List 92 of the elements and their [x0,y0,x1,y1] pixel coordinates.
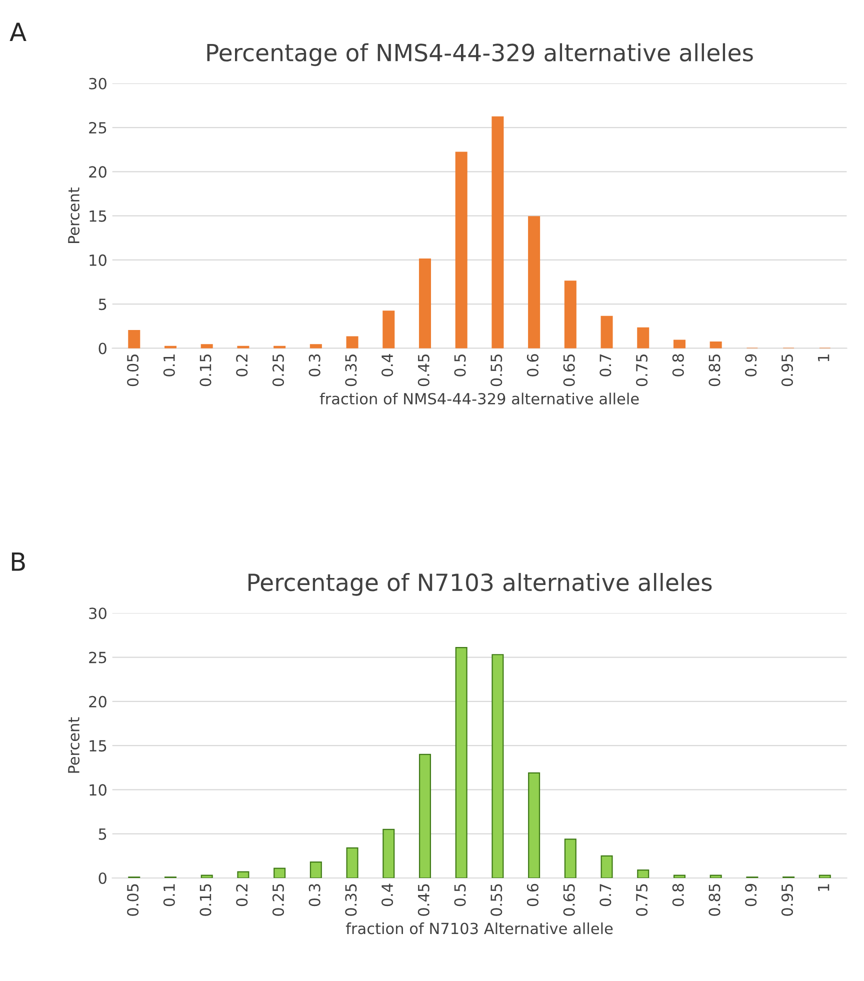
x-tick-label: 0.75 [636,884,648,916]
y-axis-title: Percent [68,717,80,773]
bar [710,342,722,348]
bar [128,330,140,348]
bar [637,869,650,878]
x-tick-label: 0.35 [345,354,357,386]
y-tick-label: 10 [90,254,106,266]
x-tick-label: 0.25 [272,354,284,386]
bar [346,847,358,878]
y-tick-label: 5 [98,298,106,310]
y-tick-label: 0 [98,872,106,884]
bar [492,654,504,878]
x-tick-label: 0.85 [708,354,720,386]
x-tick-label: 0.1 [163,354,175,376]
text: B [12,552,25,571]
x-tick-label: 0.25 [272,884,284,916]
y-axis-title: Percent [68,187,80,244]
bar [200,874,213,878]
x-axis-title: fraction of NMS4-44-329 alternative allele [320,392,639,405]
x-tick-label: 0.4 [382,884,394,906]
x-tick-label: 0.05 [127,354,139,386]
bar [600,316,613,348]
x-tick-label: 0.8 [672,354,684,376]
x-tick-label: 0.55 [490,354,502,386]
x-tick-label: 0.35 [345,884,357,916]
x-tick-label: 0.4 [382,354,394,376]
text: A [10,22,26,42]
bar [710,874,722,878]
x-tick-label: 0.05 [127,884,139,916]
bar [818,874,831,878]
bar [200,344,213,348]
x-tick-label: 0.2 [236,884,248,906]
bar [382,828,395,878]
bar [564,838,576,878]
bar [418,258,431,348]
y-tick-label: 5 [98,828,106,840]
y-tick-label: 10 [90,784,106,796]
x-tick-label: 0.7 [600,354,612,376]
y-tick-label: 30 [89,608,106,620]
x-tick-label: 0.3 [308,354,320,376]
x-tick-label: 0.45 [418,354,430,386]
x-tick-label: 0.95 [781,884,793,916]
y-tick-label: 15 [90,740,106,752]
x-tick-label: 0.6 [526,354,538,376]
bar [673,874,686,878]
x-tick-label: 0.1 [163,884,175,906]
y-tick-label: 30 [89,78,106,90]
x-tick-label: 0.2 [236,354,248,376]
bar [418,754,431,878]
x-tick-label: 0.6 [526,884,538,906]
bar [528,772,540,878]
x-tick-label: 1 [818,354,830,362]
x-tick-label: 0.15 [200,354,212,386]
bar [455,647,468,878]
x-tick-label: 0.15 [200,884,212,916]
x-tick-label: 0.55 [490,884,502,916]
bar [637,327,650,348]
x-tick-label: 0.9 [745,354,757,376]
x-tick-label: 0.85 [708,884,720,916]
x-tick-label: 0.65 [563,884,575,916]
y-tick-label: 0 [98,342,106,354]
x-tick-label: 0.8 [672,884,684,906]
y-tick-label: 20 [89,696,106,708]
bar [382,310,395,348]
x-axis-title: fraction of N7103 Alternative allele [346,922,613,934]
bar [455,152,468,348]
bar [237,871,250,878]
bar [310,344,322,348]
x-tick-label: 0.3 [308,884,320,906]
x-tick-label: 0.75 [636,354,648,386]
bar [564,280,576,348]
x-tick-label: 0.95 [781,354,793,386]
bar [673,340,686,348]
x-tick-label: 0.9 [745,884,757,906]
bar [600,855,613,878]
x-tick-label: 0.5 [454,354,466,376]
y-tick-label: 25 [89,652,106,664]
x-tick-label: 0.45 [418,884,430,916]
chart-title: Percentage of N7103 alternative alleles [248,572,712,596]
x-tick-label: 0.7 [600,884,612,906]
bar [528,216,540,348]
chart-title: Percentage of NMS4-44-329 alternative alleles [207,43,753,66]
bar [274,868,286,878]
bar [346,336,358,348]
bar [492,116,504,348]
y-tick-label: 25 [89,122,106,134]
y-tick-label: 20 [89,166,106,178]
y-tick-label: 15 [90,210,106,222]
x-tick-label: 1 [818,884,830,891]
x-tick-label: 0.5 [454,884,466,906]
x-tick-label: 0.65 [563,354,575,386]
bar [310,862,322,878]
